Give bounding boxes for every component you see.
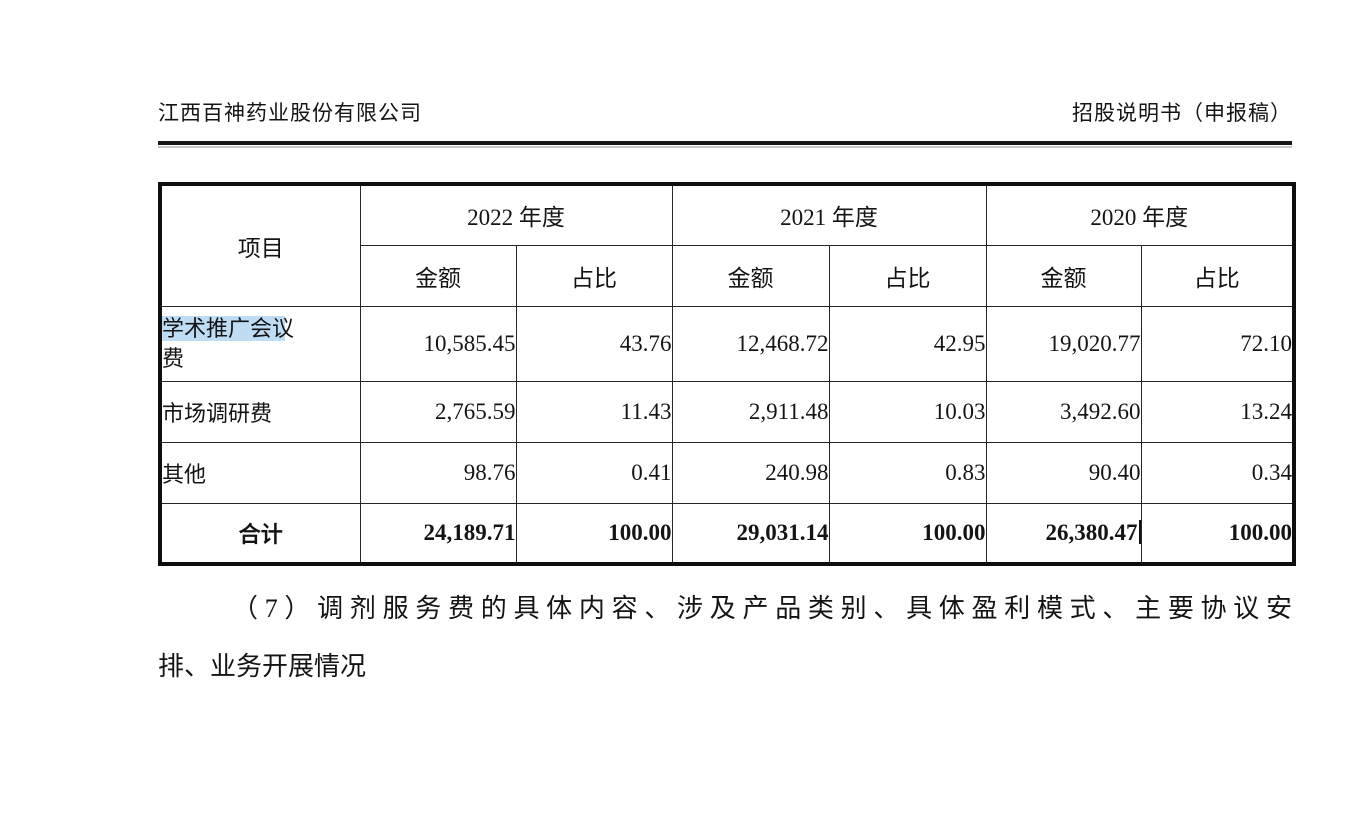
cell-2020-ratio: 72.10 — [1140, 305, 1295, 382]
document-page: 江西百神药业股份有限公司 招股说明书（申报稿） 项目 2022 年度 2021 … — [158, 97, 1296, 683]
cell-2022-amount: 24,189.71 — [359, 502, 517, 565]
col-header-2021: 2021 年度 — [671, 183, 987, 246]
col-header-2020: 2020 年度 — [985, 183, 1295, 246]
cell-2020-ratio: 0.34 — [1140, 441, 1295, 504]
cell-2021-ratio: 0.83 — [828, 441, 987, 504]
cell-2021-ratio: 10.03 — [828, 380, 987, 443]
cell-2021-amount: 12,468.72 — [671, 305, 830, 382]
company-name: 江西百神药业股份有限公司 — [158, 101, 422, 125]
col-header-amount-2022: 金额 — [359, 244, 517, 307]
paragraph-line-2: 排、业务开展情况 — [158, 652, 367, 681]
col-header-ratio-2021: 占比 — [828, 244, 987, 307]
col-header-amount-2021: 金额 — [671, 244, 830, 307]
row-label-market-research: 市场调研费 — [159, 380, 361, 443]
selected-text-highlight: 学术推广会 — [162, 315, 286, 341]
text-cursor — [1138, 519, 1141, 544]
row-label-total: 合计 — [159, 502, 361, 565]
expense-table: 项目 2022 年度 2021 年度 2020 年度 金额 占比 金额 占比 金… — [158, 182, 1296, 566]
col-header-item: 项目 — [159, 183, 361, 307]
cell-2022-amount: 10,585.45 — [359, 305, 517, 382]
table-row: 学术推广会议费 10,585.45 43.76 12,468.72 42.95 … — [159, 305, 1295, 382]
cell-2022-amount: 2,765.59 — [359, 380, 517, 443]
cell-2022-ratio: 43.76 — [515, 305, 673, 382]
cell-2022-amount: 98.76 — [359, 441, 517, 504]
row-label-rest: 议费 — [162, 315, 295, 371]
col-header-amount-2020: 金额 — [985, 244, 1142, 307]
doc-title: 招股说明书（申报稿） — [1072, 101, 1292, 125]
cell-2022-ratio: 100.00 — [515, 502, 673, 565]
cell-2021-amount: 29,031.14 — [671, 502, 830, 565]
cell-2021-amount: 240.98 — [671, 441, 830, 504]
col-header-2022: 2022 年度 — [359, 183, 673, 246]
cell-2020-amount: 26,380.47 — [985, 502, 1142, 565]
col-header-ratio-2020: 占比 — [1140, 244, 1295, 307]
table-row: 其他 98.76 0.41 240.98 0.83 90.40 0.34 — [159, 441, 1295, 504]
table-row: 市场调研费 2,765.59 11.43 2,911.48 10.03 3,49… — [159, 380, 1295, 443]
cell-2020-ratio: 13.24 — [1140, 380, 1295, 443]
cell-2021-ratio: 100.00 — [828, 502, 987, 565]
paragraph-line-1: （7）调剂服务费的具体内容、涉及产品类别、具体盈利模式、主要协议安 — [232, 594, 1292, 623]
cell-2022-ratio: 0.41 — [515, 441, 673, 504]
page-header: 江西百神药业股份有限公司 招股说明书（申报稿） — [158, 97, 1292, 127]
cell-2020-amount: 19,020.77 — [985, 305, 1142, 382]
cell-2022-ratio: 11.43 — [515, 380, 673, 443]
cell-2021-amount: 2,911.48 — [671, 380, 830, 443]
cell-2020-amount: 90.40 — [985, 441, 1142, 504]
body-paragraph: （7）调剂服务费的具体内容、涉及产品类别、具体盈利模式、主要协议安 排、业务开展… — [158, 593, 1292, 683]
header-divider — [158, 141, 1292, 148]
cell-2020-amount: 3,492.60 — [985, 380, 1142, 443]
table-row-total: 合计 24,189.71 100.00 29,031.14 100.00 26,… — [159, 502, 1295, 565]
row-label-academic-promotion: 学术推广会议费 — [159, 305, 361, 382]
cell-2021-ratio: 42.95 — [828, 305, 987, 382]
cell-2020-ratio: 100.00 — [1140, 502, 1295, 565]
col-header-ratio-2022: 占比 — [515, 244, 673, 307]
row-label-other: 其他 — [159, 441, 361, 504]
table-header-years: 项目 2022 年度 2021 年度 2020 年度 — [159, 183, 1295, 307]
cell-value: 26,380.47 — [1045, 519, 1138, 545]
